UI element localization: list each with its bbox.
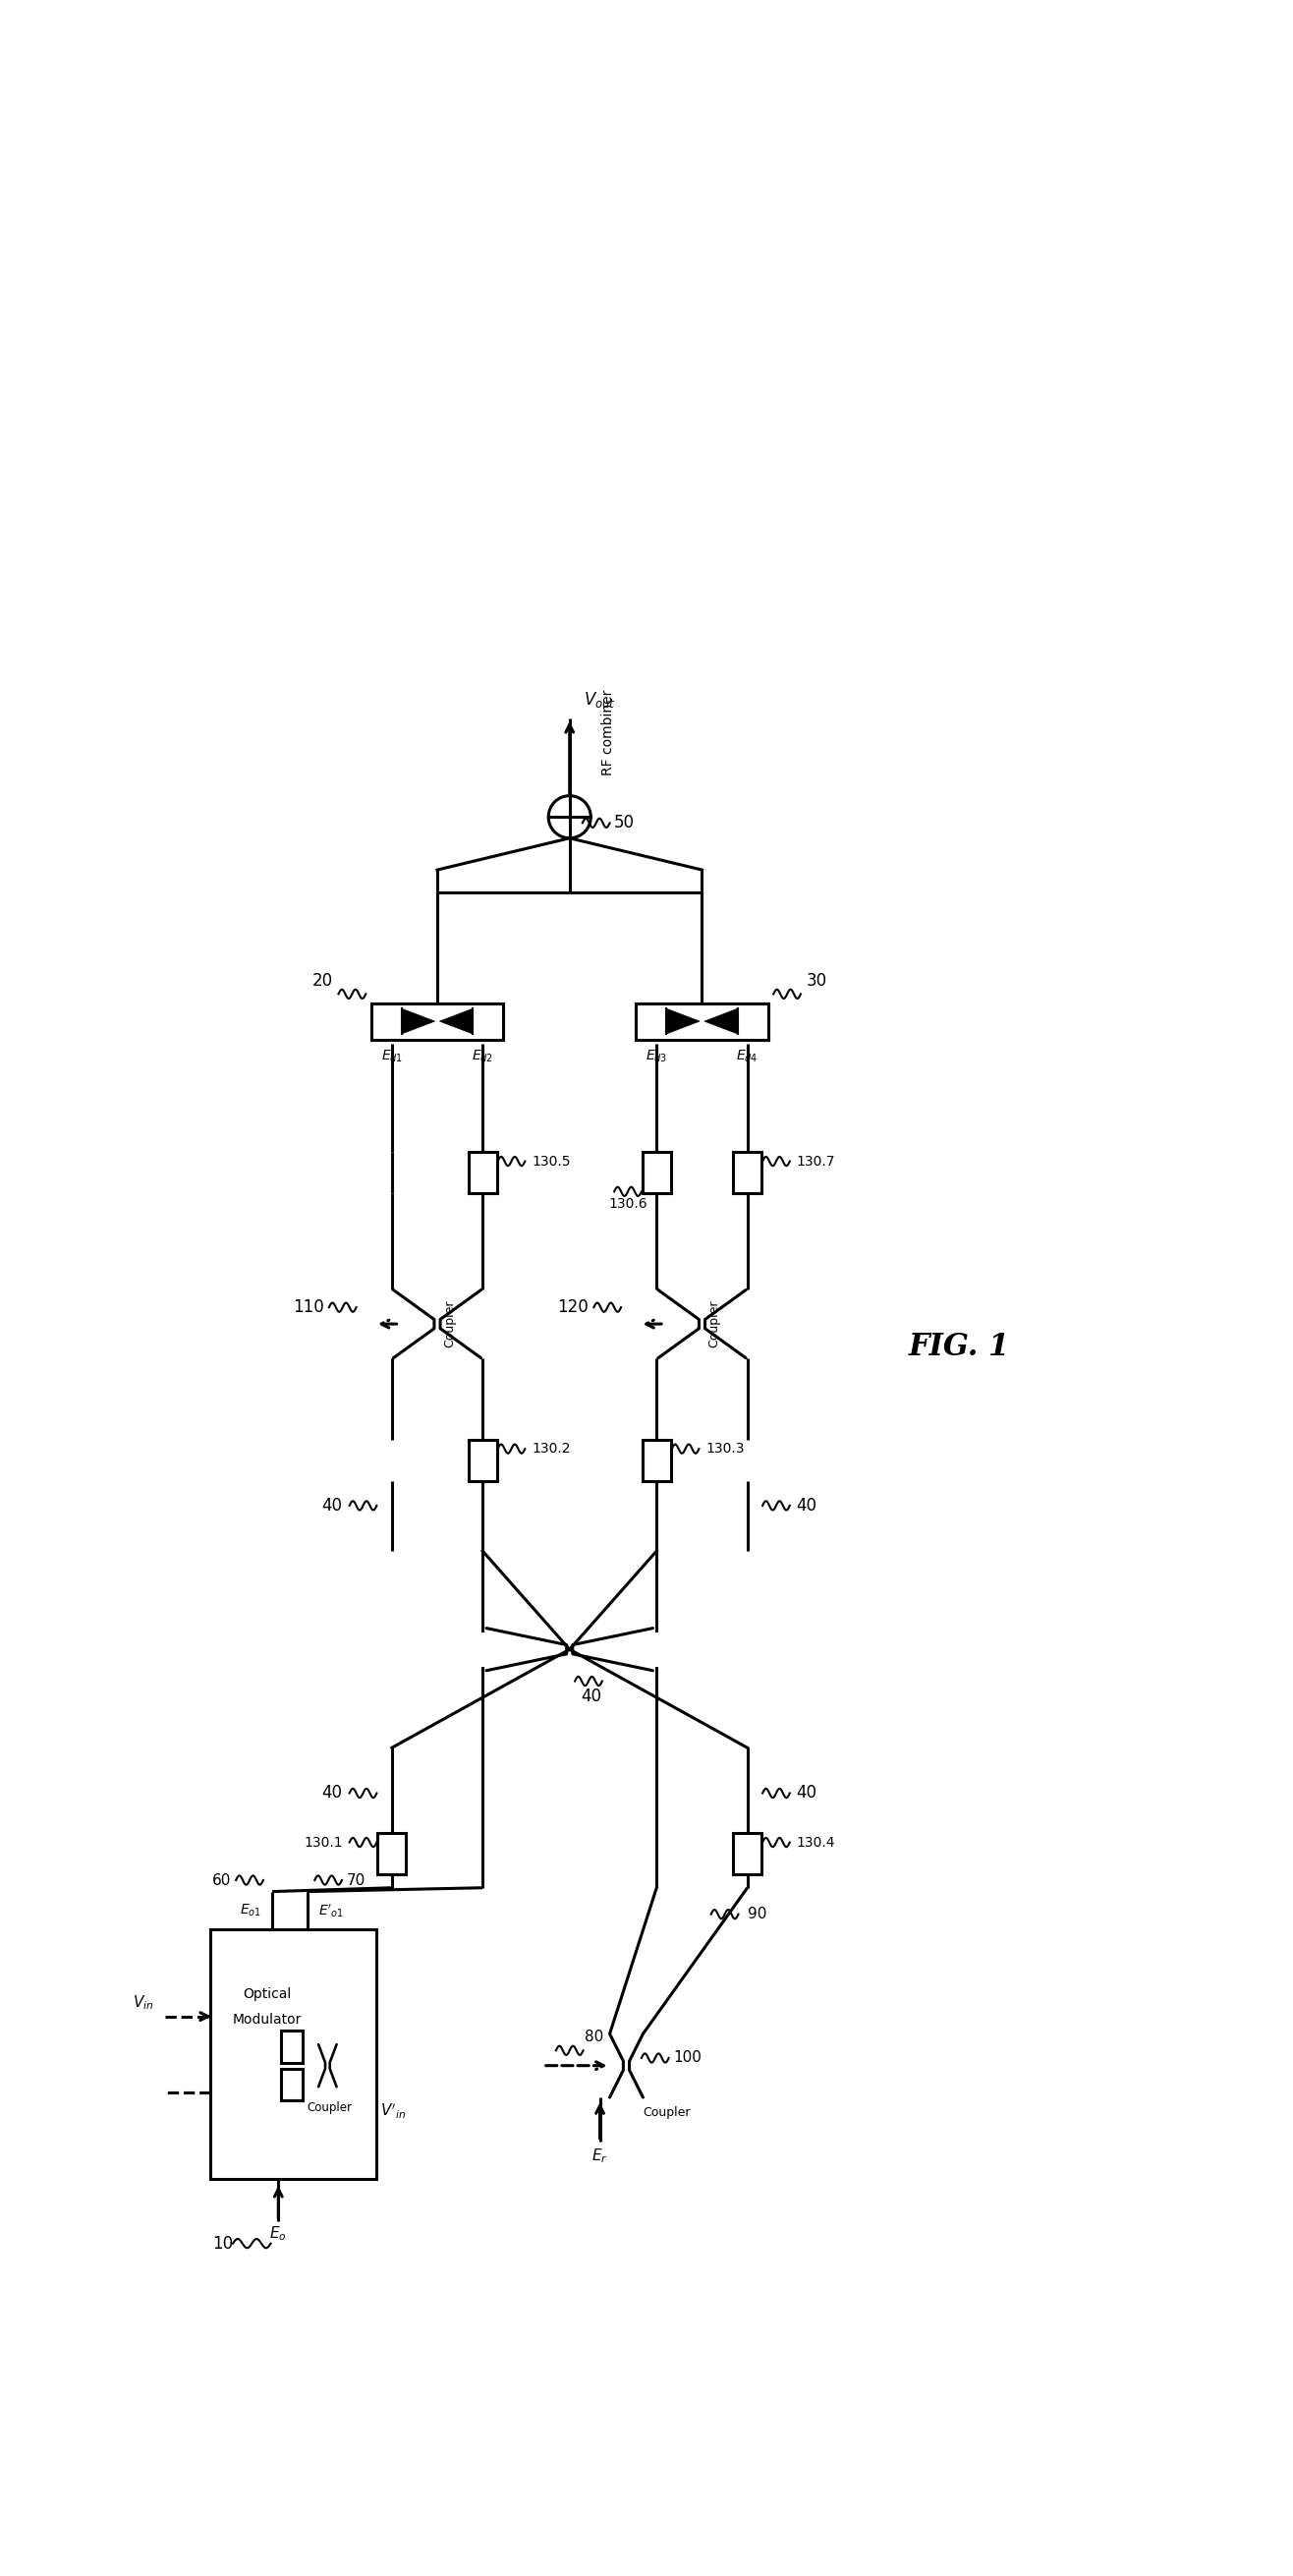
Text: RF combiner: RF combiner xyxy=(601,690,615,775)
Bar xyxy=(468,1440,497,1481)
Text: $E_{d4}$: $E_{d4}$ xyxy=(736,1048,759,1064)
Bar xyxy=(282,2069,303,2099)
Text: $E_{d2}$: $E_{d2}$ xyxy=(472,1048,494,1064)
Text: 130.1: 130.1 xyxy=(304,1837,343,1850)
Text: $E_{d1}$: $E_{d1}$ xyxy=(381,1048,402,1064)
Bar xyxy=(636,1002,768,1038)
Text: 130.4: 130.4 xyxy=(796,1837,835,1850)
Text: 70: 70 xyxy=(347,1873,366,1888)
Text: 130.3: 130.3 xyxy=(706,1443,745,1455)
Text: $E_{o1}$: $E_{o1}$ xyxy=(239,1904,261,1919)
Text: 60: 60 xyxy=(212,1873,230,1888)
Bar xyxy=(371,1002,503,1038)
Text: 130.7: 130.7 xyxy=(796,1154,835,1167)
Text: 10: 10 xyxy=(212,2233,233,2251)
Text: Coupler: Coupler xyxy=(643,2107,690,2120)
Text: 100: 100 xyxy=(674,2050,702,2066)
Text: $V'_{in}$: $V'_{in}$ xyxy=(380,2102,406,2120)
Text: 20: 20 xyxy=(313,971,334,989)
Text: $V_{in}$: $V_{in}$ xyxy=(132,1994,154,2012)
Bar xyxy=(643,1151,671,1193)
Text: FIG. 1: FIG. 1 xyxy=(909,1332,1010,1363)
Text: 130.6: 130.6 xyxy=(609,1198,648,1211)
Text: 50: 50 xyxy=(613,814,634,832)
Text: $E_o$: $E_o$ xyxy=(270,2226,287,2244)
Text: 40: 40 xyxy=(796,1785,817,1803)
Bar xyxy=(636,1002,768,1038)
Text: 120: 120 xyxy=(557,1298,588,1316)
Bar xyxy=(733,1834,762,1875)
Polygon shape xyxy=(666,1010,700,1033)
Bar xyxy=(733,1151,762,1193)
Bar xyxy=(371,1002,503,1038)
Text: Coupler: Coupler xyxy=(443,1301,456,1347)
Text: $E'_{o1}$: $E'_{o1}$ xyxy=(318,1901,344,1919)
Bar xyxy=(468,1151,497,1193)
Text: 110: 110 xyxy=(292,1298,323,1316)
Text: 130.2: 130.2 xyxy=(531,1443,570,1455)
Bar xyxy=(378,1834,406,1875)
Text: 80: 80 xyxy=(584,2030,604,2045)
Bar xyxy=(643,1440,671,1481)
Text: 40: 40 xyxy=(322,1785,343,1803)
Text: Optical: Optical xyxy=(243,1986,291,2002)
Bar xyxy=(211,1929,376,2179)
Text: $V_{out}$: $V_{out}$ xyxy=(583,690,615,708)
Polygon shape xyxy=(440,1010,473,1033)
Text: Coupler: Coupler xyxy=(306,2102,352,2115)
Text: Modulator: Modulator xyxy=(233,2014,301,2027)
Text: $E_{d3}$: $E_{d3}$ xyxy=(645,1048,667,1064)
Text: 40: 40 xyxy=(581,1687,601,1705)
Polygon shape xyxy=(705,1010,738,1033)
Polygon shape xyxy=(401,1010,434,1033)
Text: 40: 40 xyxy=(322,1497,343,1515)
Text: Coupler: Coupler xyxy=(709,1301,720,1347)
Text: 90: 90 xyxy=(747,1906,767,1922)
Text: 40: 40 xyxy=(796,1497,817,1515)
Bar xyxy=(282,2030,303,2063)
Text: $E_r$: $E_r$ xyxy=(592,2148,608,2166)
Text: 30: 30 xyxy=(806,971,826,989)
Text: 130.5: 130.5 xyxy=(531,1154,570,1167)
